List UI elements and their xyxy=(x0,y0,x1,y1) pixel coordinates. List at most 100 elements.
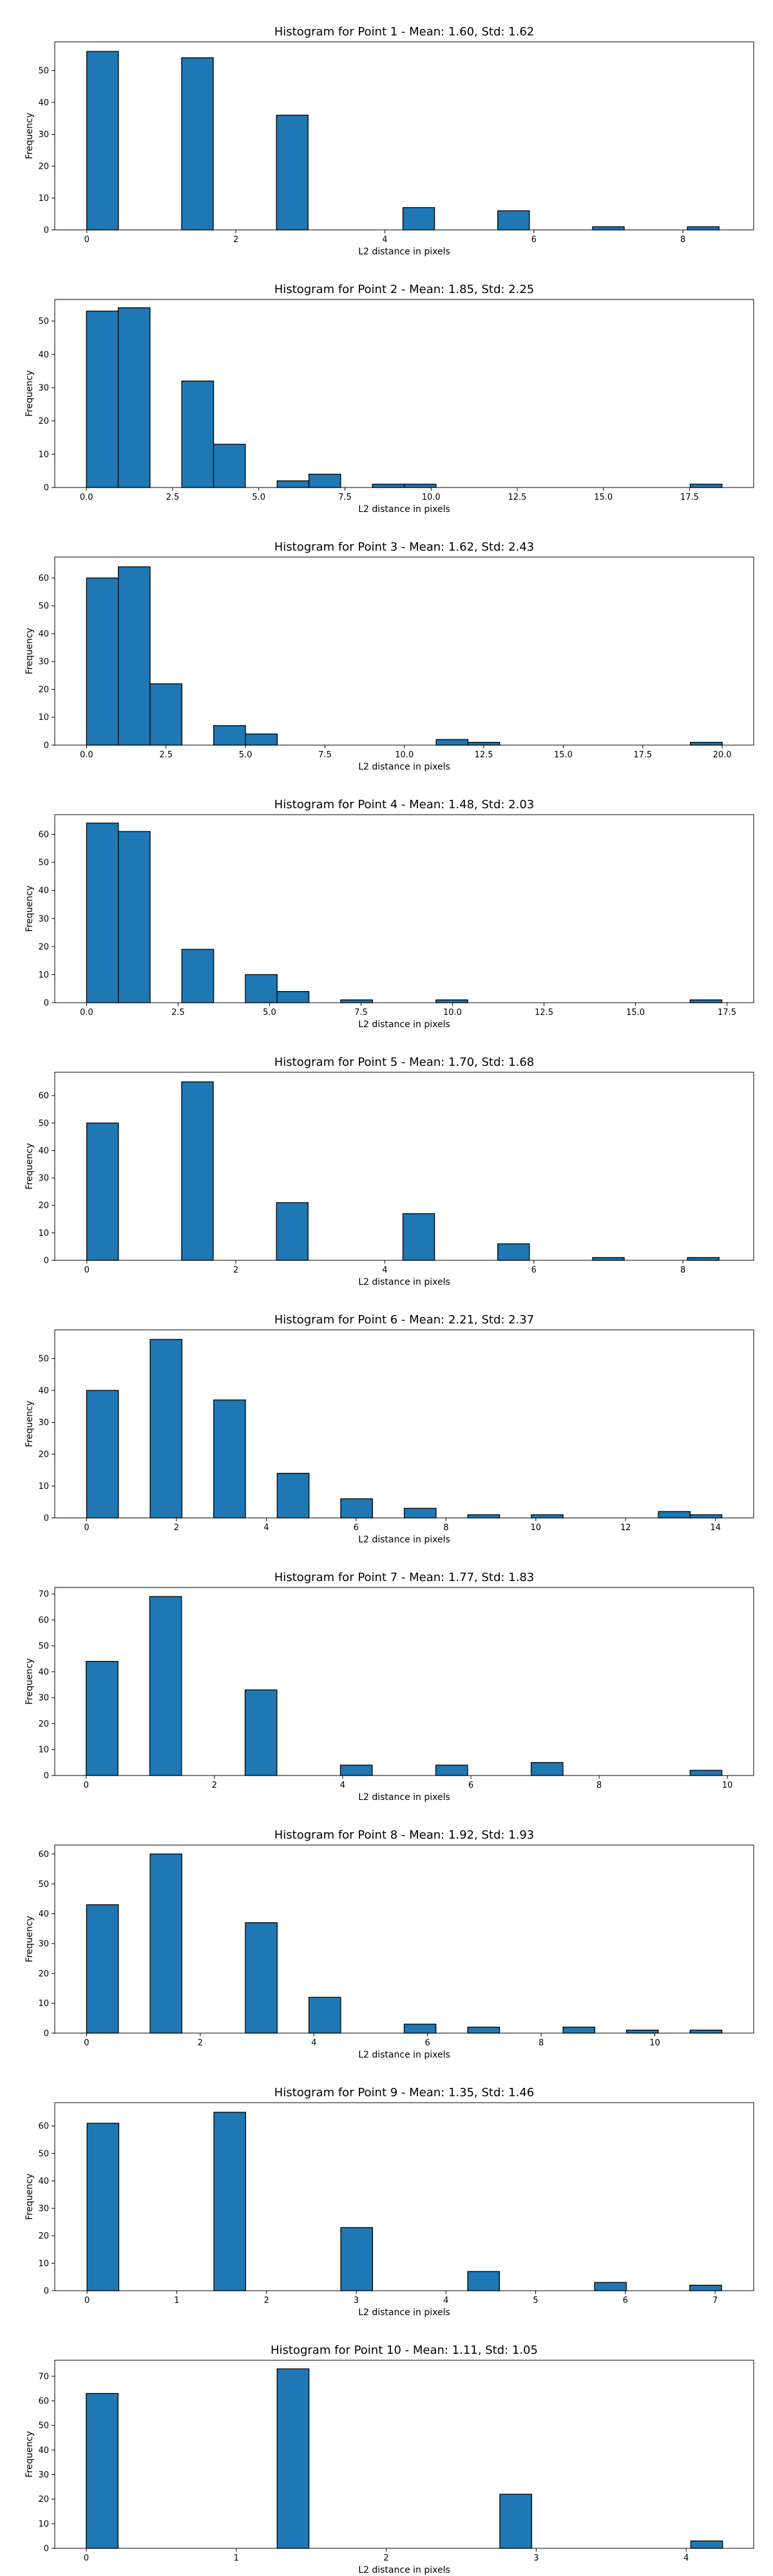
x-tick-label: 4 xyxy=(340,1781,345,1790)
x-tick-label: 1 xyxy=(234,2553,239,2563)
x-tick-label: 4 xyxy=(382,235,387,245)
y-tick-label: 10 xyxy=(38,1482,49,1492)
histogram-bar xyxy=(149,1339,183,1519)
x-tick-label: 4 xyxy=(263,1523,269,1533)
x-tick-label: 2 xyxy=(212,1781,217,1790)
histogram-bar xyxy=(86,51,119,231)
y-tick-label: 70 xyxy=(38,1590,49,1600)
bars xyxy=(86,1339,723,1519)
x-tick-label: 6 xyxy=(468,1781,473,1790)
y-tick-label: 10 xyxy=(38,1745,49,1755)
histogram-bar xyxy=(687,226,720,231)
y-tick-label: 20 xyxy=(38,2495,49,2505)
y-tick-label: 0 xyxy=(44,999,49,1009)
y-tick-label: 60 xyxy=(38,830,49,840)
histogram-bar xyxy=(276,1473,310,1519)
histogram-bar xyxy=(213,725,246,746)
y-tick-label: 60 xyxy=(38,1850,49,1859)
x-axis-label: L2 distance in pixels xyxy=(358,2565,450,2575)
y-tick-label: 40 xyxy=(38,2446,49,2456)
x-tick-label: 2 xyxy=(233,1265,238,1275)
x-tick-label: 5.0 xyxy=(252,493,265,502)
x-tick-label: 0 xyxy=(84,2296,90,2306)
histogram-bar xyxy=(86,822,119,1003)
y-tick-label: 30 xyxy=(38,383,49,393)
histogram-bar xyxy=(689,1770,723,1776)
x-tick-label: 0 xyxy=(84,1523,89,1533)
bars xyxy=(86,2368,723,2549)
y-tick-label: 40 xyxy=(38,99,49,108)
x-tick-label: 17.5 xyxy=(718,1008,736,1018)
y-tick-label: 10 xyxy=(38,450,49,460)
y-tick-label: 0 xyxy=(44,2029,49,2039)
y-axis-label: Frequency xyxy=(24,886,35,932)
y-tick-label: 50 xyxy=(38,317,49,327)
axes-frame xyxy=(54,1072,754,1261)
chart-title: Histogram for Point 2 - Mean: 1.85, Std:… xyxy=(274,283,535,296)
x-axis-label: L2 distance in pixels xyxy=(358,2307,450,2318)
x-axis-label: L2 distance in pixels xyxy=(358,762,450,772)
histogram-bar xyxy=(181,57,214,231)
x-tick-label: 10.0 xyxy=(422,493,441,502)
x-tick-label: 2 xyxy=(264,2296,269,2306)
histogram-bar xyxy=(497,1243,530,1261)
histogram-bar xyxy=(86,1122,119,1261)
histogram-bar xyxy=(86,2123,120,2291)
y-tick-label: 10 xyxy=(38,713,49,723)
histogram-bar xyxy=(86,2392,119,2549)
chart-panel-5: Histogram for Point 5 - Mean: 1.70, Std:… xyxy=(24,1056,754,1287)
y-axis-label: Frequency xyxy=(24,2431,35,2477)
histogram-bar xyxy=(689,999,723,1003)
histogram-bar xyxy=(403,1508,437,1519)
y-tick-label: 30 xyxy=(38,2204,49,2214)
y-tick-label: 20 xyxy=(38,1201,49,1211)
x-tick-label: 4 xyxy=(311,2038,316,2048)
chart-title: Histogram for Point 5 - Mean: 1.70, Std:… xyxy=(274,1056,535,1069)
x-tick-label: 17.5 xyxy=(680,493,699,502)
histogram-bar xyxy=(86,1390,119,1519)
x-axis-label: L2 distance in pixels xyxy=(358,2050,450,2060)
chart-panel-8: Histogram for Point 8 - Mean: 1.92, Std:… xyxy=(24,1828,754,2060)
x-tick-label: 4 xyxy=(443,2296,448,2306)
y-tick-label: 40 xyxy=(38,2177,49,2186)
histogram-bar xyxy=(689,484,723,488)
x-tick-label: 0 xyxy=(84,235,90,245)
x-tick-label: 8 xyxy=(443,1523,448,1533)
y-tick-label: 40 xyxy=(38,1146,49,1156)
histogram-bar xyxy=(308,473,341,488)
x-tick-label: 7.5 xyxy=(338,493,352,502)
axes-frame xyxy=(54,1329,754,1519)
histogram-bar xyxy=(592,226,625,231)
y-tick-label: 10 xyxy=(38,2259,49,2269)
y-tick-label: 0 xyxy=(44,226,49,236)
histogram-bar xyxy=(467,742,501,746)
y-tick-label: 40 xyxy=(38,629,49,639)
bars xyxy=(86,51,720,231)
y-axis-label: Frequency xyxy=(24,370,35,417)
histogram-bar xyxy=(530,1762,564,1776)
chart-title: Histogram for Point 8 - Mean: 1.92, Std:… xyxy=(274,1828,535,1842)
x-tick-label: 20.0 xyxy=(713,750,732,760)
y-tick-label: 30 xyxy=(38,658,49,667)
y-tick-label: 10 xyxy=(38,1999,49,2009)
histogram-bar xyxy=(372,484,405,488)
histogram-bar xyxy=(276,990,310,1003)
histogram-bar xyxy=(690,742,723,746)
y-tick-label: 20 xyxy=(38,1450,49,1460)
y-axis-label: Frequency xyxy=(24,1401,35,1447)
histogram-bar xyxy=(117,307,151,488)
x-tick-label: 17.5 xyxy=(633,750,652,760)
y-tick-label: 20 xyxy=(38,1969,49,1979)
y-tick-label: 30 xyxy=(38,1939,49,1949)
x-tick-label: 8 xyxy=(596,1781,602,1790)
x-tick-label: 0 xyxy=(84,2553,89,2563)
y-tick-label: 20 xyxy=(38,417,49,426)
histogram-bar xyxy=(626,2029,659,2034)
y-tick-label: 60 xyxy=(38,1616,49,1625)
chart-title: Histogram for Point 4 - Mean: 1.48, Std:… xyxy=(274,798,535,811)
x-tick-label: 0.0 xyxy=(80,1008,93,1018)
chart-title: Histogram for Point 9 - Mean: 1.35, Std:… xyxy=(274,2086,535,2099)
y-tick-label: 40 xyxy=(38,886,49,896)
y-tick-label: 50 xyxy=(38,2421,49,2431)
y-tick-label: 70 xyxy=(38,2372,49,2382)
